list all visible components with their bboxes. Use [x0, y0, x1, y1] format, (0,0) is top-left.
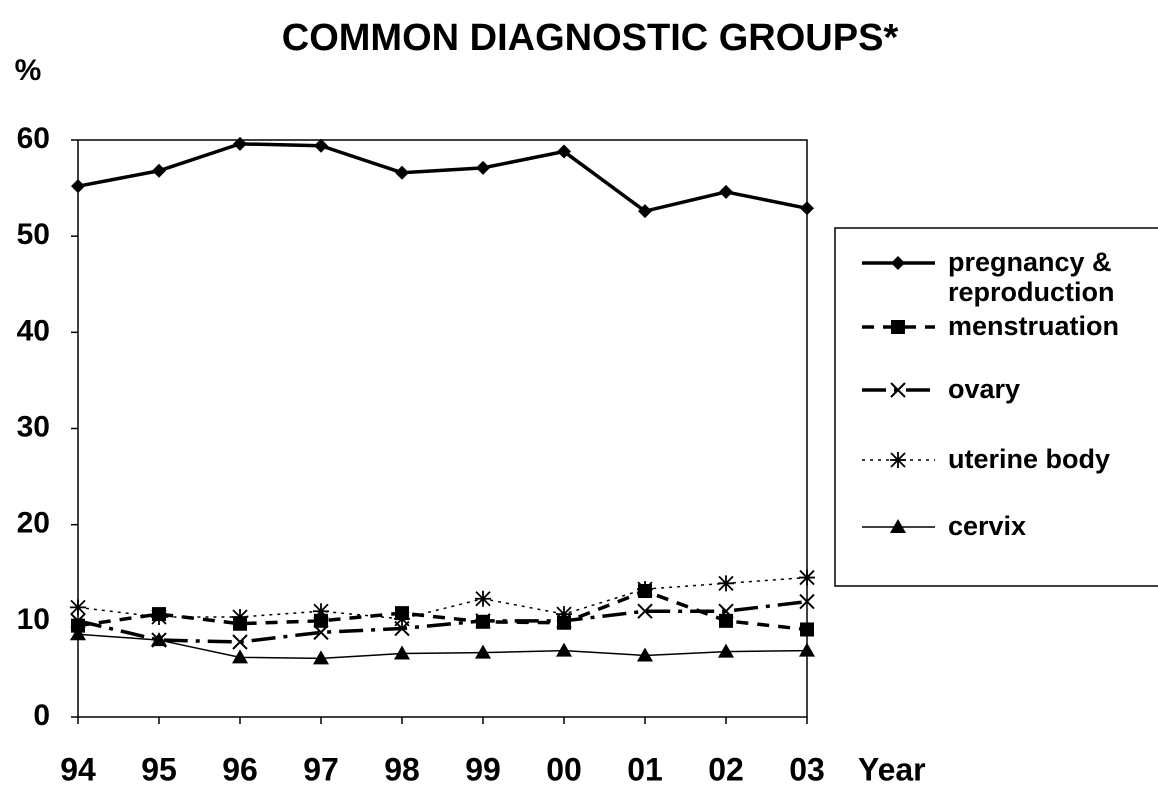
data-marker — [314, 613, 328, 628]
data-marker — [556, 642, 572, 657]
data-marker — [799, 593, 815, 610]
data-marker — [232, 649, 248, 664]
y-tick-label: 0 — [33, 699, 50, 732]
data-marker — [799, 642, 815, 657]
x-tick-label: 95 — [141, 751, 177, 787]
data-marker — [556, 606, 572, 623]
series-line — [77, 589, 808, 632]
data-marker — [71, 179, 85, 194]
y-tick-label: 20 — [17, 507, 50, 540]
x-tick-label: 01 — [627, 751, 663, 787]
data-marker — [232, 608, 248, 625]
data-marker — [800, 622, 814, 637]
legend-marker — [890, 452, 906, 468]
legend-label: uterine body — [948, 444, 1111, 474]
x-tick-label: 00 — [546, 751, 582, 787]
x-tick-label: 97 — [303, 751, 339, 787]
data-marker — [637, 603, 653, 619]
data-marker — [800, 201, 814, 216]
y-tick-label: 60 — [17, 122, 50, 155]
data-marker — [394, 610, 410, 627]
data-marker — [233, 136, 247, 151]
data-marker — [718, 643, 734, 658]
x-tick-label: 99 — [465, 751, 501, 787]
plot-frame — [77, 139, 808, 718]
legend-label: ovary — [948, 374, 1021, 404]
data-marker — [313, 624, 329, 641]
y-tick-label: 30 — [17, 410, 50, 443]
y-tick-label: 40 — [17, 314, 50, 347]
data-marker — [152, 163, 166, 178]
series-line — [77, 599, 808, 644]
series-line — [77, 142, 808, 214]
data-marker — [719, 184, 733, 199]
data-marker — [637, 647, 653, 662]
legend-frame — [834, 227, 1158, 587]
data-marker — [719, 613, 733, 628]
data-marker — [313, 603, 329, 620]
data-marker — [475, 613, 491, 629]
legend-marker — [890, 382, 906, 398]
legend-label: menstruation — [948, 311, 1120, 341]
data-marker — [314, 138, 328, 153]
data-marker — [151, 608, 167, 625]
y-tick-label: 10 — [17, 603, 50, 636]
x-tick-label: 96 — [222, 751, 258, 787]
x-axis-label: Year — [858, 751, 926, 787]
data-marker — [637, 581, 653, 598]
data-marker — [70, 626, 86, 641]
chart-title: COMMON DIAGNOSTIC GROUPS* — [282, 17, 899, 59]
legend-label: cervix — [948, 511, 1027, 541]
data-marker — [475, 644, 491, 659]
data-marker — [70, 599, 86, 616]
x-tick-label: 98 — [384, 751, 420, 787]
data-marker — [151, 632, 167, 647]
y-tick-label: 50 — [17, 218, 50, 251]
series-line — [77, 576, 808, 620]
data-marker — [394, 645, 410, 660]
data-marker — [475, 590, 491, 607]
data-marker — [799, 569, 815, 586]
legend-marker — [890, 519, 906, 533]
x-tick-label: 03 — [789, 751, 825, 787]
data-marker — [718, 603, 734, 619]
data-marker — [557, 144, 571, 159]
x-tick-label: 94 — [60, 751, 96, 787]
legend-label: pregnancy & reproduction — [948, 247, 1115, 307]
data-marker — [718, 575, 734, 592]
data-marker — [313, 650, 329, 665]
data-marker — [476, 160, 490, 175]
x-tick-label: 02 — [708, 751, 744, 787]
y-axis-label: % — [15, 54, 42, 87]
legend-marker — [891, 320, 905, 334]
data-marker — [638, 204, 652, 219]
legend-marker — [891, 256, 905, 270]
data-marker — [395, 165, 409, 180]
data-marker — [232, 634, 248, 650]
data-marker — [70, 613, 86, 629]
series-line — [77, 633, 808, 660]
